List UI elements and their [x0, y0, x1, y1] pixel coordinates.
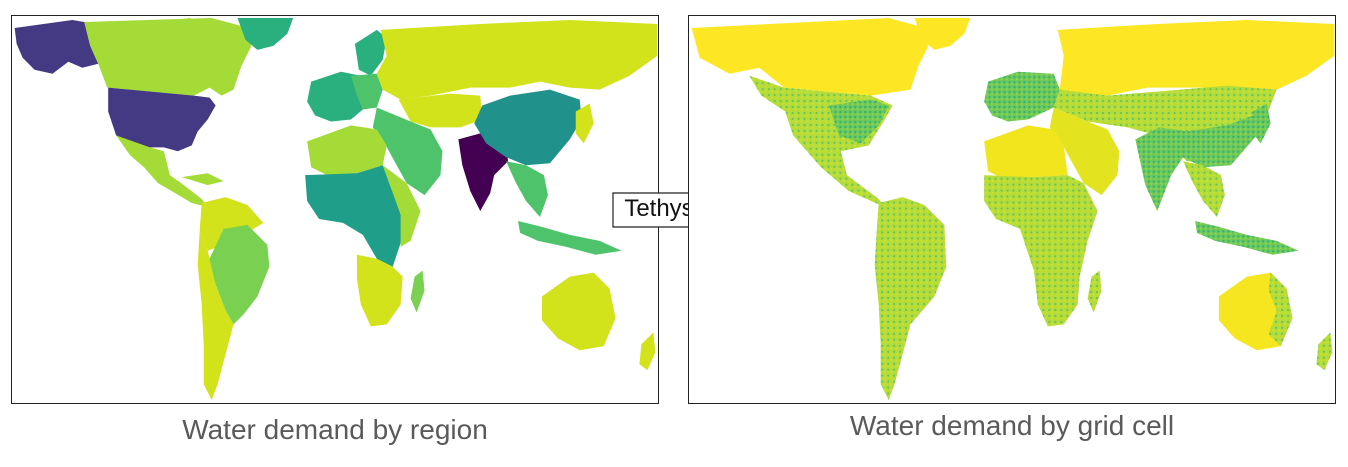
right-map-caption: Water demand by grid cell	[849, 410, 1175, 441]
region-map-svg	[14, 17, 658, 401]
left-map-caption: Water demand by region	[182, 414, 488, 445]
region-demand-map	[11, 15, 659, 404]
grid-europe	[984, 71, 1060, 122]
region-usa	[108, 87, 216, 152]
grid-demand-map	[688, 15, 1336, 404]
region-canada-islands	[161, 17, 208, 40]
region-india	[458, 133, 509, 211]
grid-greenland	[914, 17, 971, 50]
region-central-africa	[305, 165, 403, 267]
grid-africa-north	[984, 125, 1068, 180]
grid-africa-south	[984, 175, 1098, 327]
arrow-label: Tethys	[624, 195, 694, 222]
region-southern-africa	[356, 254, 403, 327]
region-scandinavia	[354, 29, 387, 76]
region-east-africa	[382, 165, 421, 247]
region-southeast-asia	[506, 161, 548, 217]
grid-madagascar	[1087, 270, 1102, 313]
grid-middle-east	[1049, 107, 1120, 196]
region-japan	[575, 103, 594, 144]
region-russia	[376, 19, 658, 100]
grid-india-china-east	[1135, 115, 1257, 211]
region-brazil	[207, 224, 270, 325]
grid-map-svg	[691, 17, 1335, 401]
region-eastern-europe	[350, 73, 383, 110]
grid-north-america-north	[691, 17, 929, 96]
grid-southeast-asia	[1183, 161, 1225, 217]
region-middle-east	[372, 107, 443, 196]
region-china	[474, 89, 582, 166]
region-madagascar	[410, 270, 425, 313]
region-new-zealand	[639, 332, 656, 371]
grid-indonesia	[1195, 220, 1299, 255]
grid-japan	[1252, 103, 1271, 144]
region-mexico-central-america	[116, 135, 208, 208]
region-indonesia	[518, 220, 622, 255]
grid-us-east	[828, 99, 889, 144]
region-greenland	[237, 17, 294, 50]
grid-eurasia-north	[1057, 19, 1335, 100]
region-alaska	[14, 19, 99, 74]
region-australia	[541, 272, 616, 351]
region-canada	[84, 17, 252, 96]
grid-australia-east	[1268, 272, 1293, 347]
grid-new-zealand	[1316, 332, 1333, 371]
region-central-asia	[398, 93, 483, 128]
region-caribbean	[181, 173, 224, 186]
region-southern-cone	[197, 230, 234, 401]
grid-south-america	[874, 197, 947, 401]
region-south-america-north	[199, 197, 264, 251]
region-north-africa	[307, 125, 387, 176]
